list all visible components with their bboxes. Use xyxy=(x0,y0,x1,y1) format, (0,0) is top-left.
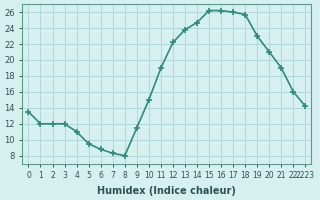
X-axis label: Humidex (Indice chaleur): Humidex (Indice chaleur) xyxy=(98,186,236,196)
